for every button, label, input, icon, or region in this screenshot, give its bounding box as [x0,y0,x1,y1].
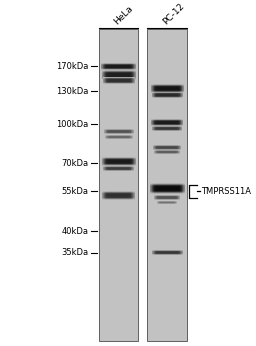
Text: 55kDa: 55kDa [62,187,89,196]
Text: HeLa: HeLa [112,3,135,26]
Text: 70kDa: 70kDa [62,159,89,168]
Text: PC-12: PC-12 [161,1,186,26]
Text: 130kDa: 130kDa [57,86,89,95]
Bar [99,29,138,341]
Text: 100kDa: 100kDa [57,120,89,129]
Text: 40kDa: 40kDa [62,227,89,236]
Bar [147,29,187,341]
Text: 35kDa: 35kDa [62,248,89,257]
Text: TMPRSS11A: TMPRSS11A [201,187,251,196]
Text: 170kDa: 170kDa [57,62,89,71]
